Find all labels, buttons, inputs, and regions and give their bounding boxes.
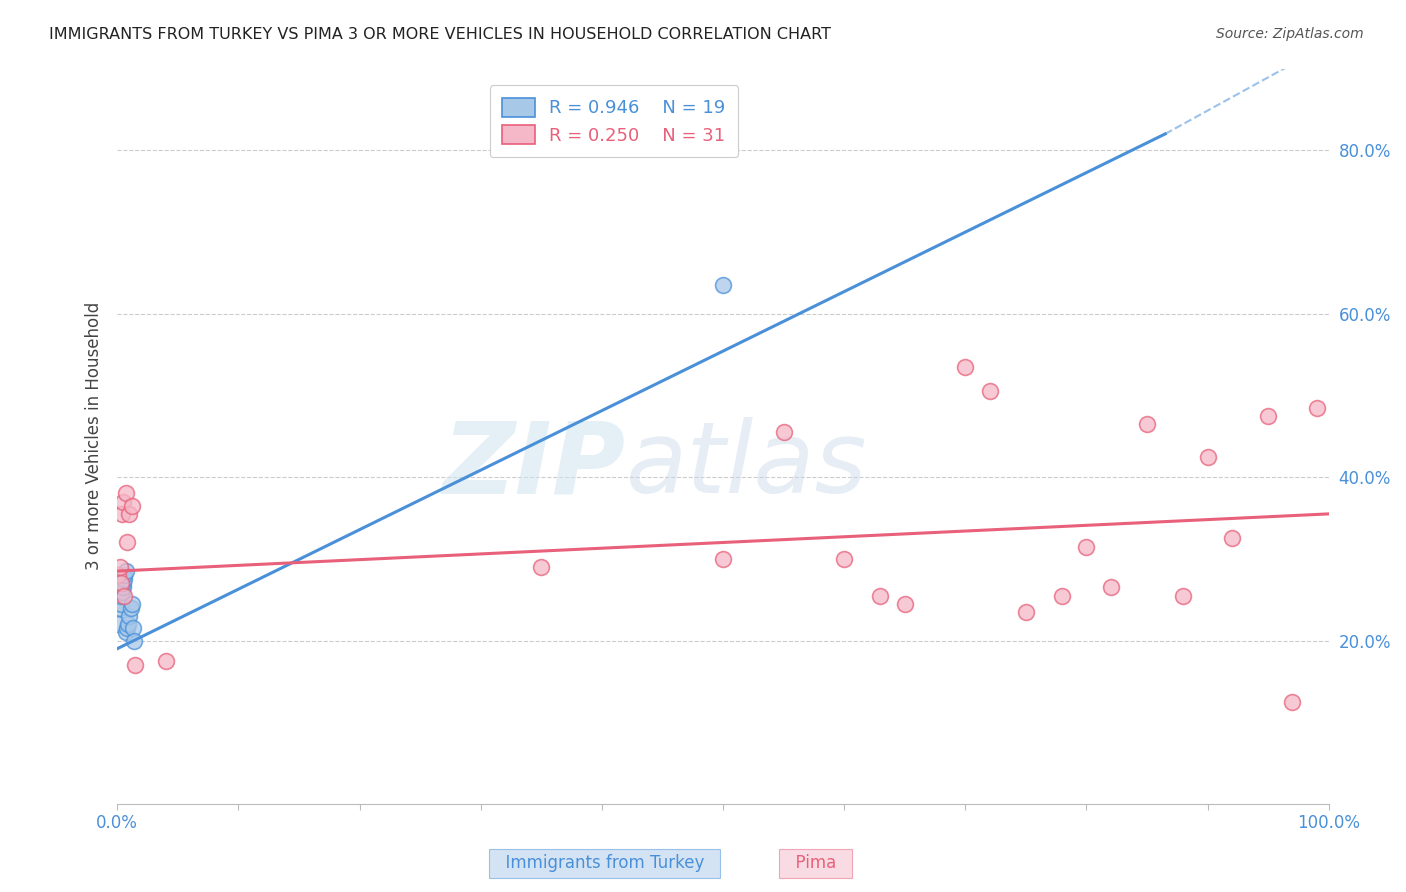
Point [107,568,129,582]
Point [979,384,1001,399]
Point [110,576,132,591]
Point [118,507,141,521]
Point [114,564,136,578]
Text: IMMIGRANTS FROM TURKEY VS PIMA 3 OR MORE VEHICLES IN HOUSEHOLD CORRELATION CHART: IMMIGRANTS FROM TURKEY VS PIMA 3 OR MORE… [49,27,831,42]
Point [1305,401,1327,415]
Point [110,597,132,611]
Point [121,597,143,611]
Point [155,654,177,668]
Point [711,278,734,293]
Point [112,576,135,591]
Point [530,560,553,574]
Point [1197,450,1219,464]
Text: Source: ZipAtlas.com: Source: ZipAtlas.com [1216,27,1364,41]
Point [115,621,138,635]
Point [114,572,136,586]
Point [1076,540,1098,554]
Text: Immigrants from Turkey: Immigrants from Turkey [495,855,714,872]
Point [118,609,141,624]
Point [1281,695,1303,709]
Point [108,560,131,574]
Point [108,600,131,615]
Point [117,617,139,632]
Point [1257,409,1279,423]
Point [772,425,794,439]
Point [122,621,145,635]
Point [1050,589,1073,603]
Point [1015,605,1038,619]
Point [111,507,134,521]
Point [869,589,891,603]
Point [832,551,855,566]
Point [1220,532,1243,546]
Point [112,581,135,595]
Point [114,568,136,582]
Text: ZIP: ZIP [443,417,626,514]
Point [111,584,134,599]
Point [955,359,977,374]
Point [114,625,136,640]
Point [112,494,135,508]
Y-axis label: 3 or more Vehicles in Household: 3 or more Vehicles in Household [86,302,103,570]
Point [114,486,136,500]
Point [121,499,143,513]
Point [1099,581,1122,595]
Point [122,633,145,648]
Text: atlas: atlas [626,417,868,514]
Text: Pima: Pima [785,855,846,872]
Point [124,658,146,673]
Point [893,597,915,611]
Point [1173,589,1195,603]
Legend: R = 0.946    N = 19, R = 0.250    N = 31: R = 0.946 N = 19, R = 0.250 N = 31 [489,85,738,157]
Point [120,600,142,615]
Point [1136,417,1159,431]
Point [114,589,136,603]
Point [711,551,734,566]
Point [115,535,138,549]
Point [107,617,129,632]
Point [110,589,132,603]
